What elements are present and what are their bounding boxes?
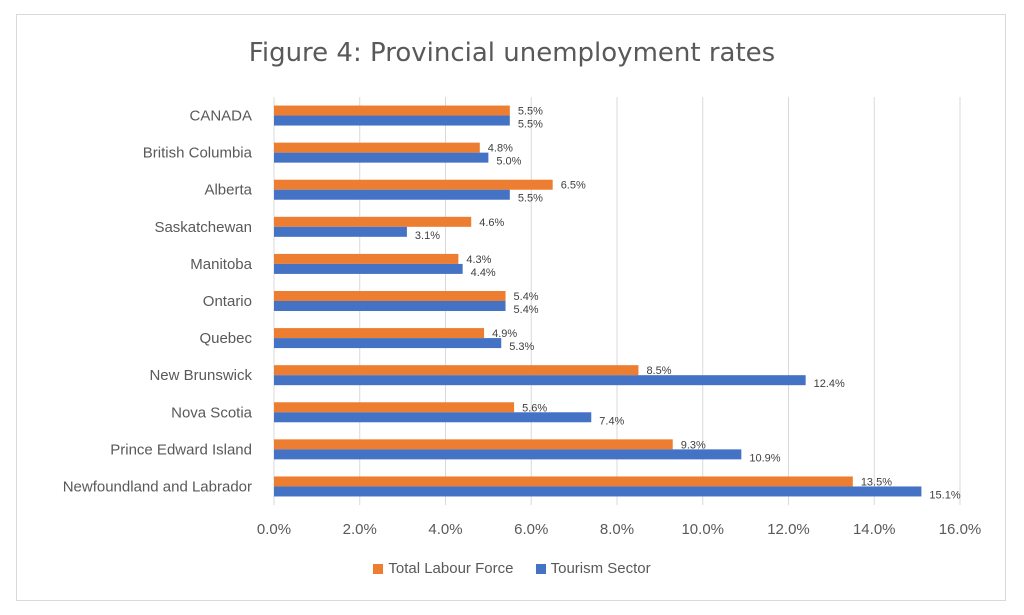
legend-swatch-tourism-sector	[535, 563, 546, 574]
category-label: Nova Scotia	[171, 404, 253, 421]
bar	[274, 263, 463, 274]
data-label: 4.8%	[488, 143, 513, 155]
category-label: Manitoba	[190, 256, 252, 273]
chart-title: Figure 4: Provincial unemployment rates	[248, 38, 776, 68]
bar	[274, 179, 553, 190]
category-label: Alberta	[204, 182, 252, 199]
bar	[274, 226, 407, 237]
data-label: 3.1%	[415, 230, 440, 242]
bar	[274, 486, 922, 497]
category-label: Ontario	[203, 293, 252, 310]
data-label: 4.9%	[492, 328, 517, 340]
bar	[274, 115, 510, 126]
x-tick-label: 16.0%	[939, 521, 982, 538]
x-tick-label: 6.0%	[514, 521, 548, 538]
bar	[274, 301, 506, 311]
bar	[274, 375, 806, 386]
bar	[274, 412, 592, 423]
data-label: 9.3%	[681, 439, 706, 451]
bar	[274, 365, 639, 376]
bar	[274, 105, 510, 116]
category-label: Newfoundland and Labrador	[63, 478, 252, 495]
data-label: 6.5%	[561, 180, 586, 192]
legend-item-total-labour-force: Total Labour Force	[373, 560, 513, 577]
data-label: 12.4%	[814, 378, 845, 390]
data-label: 10.9%	[749, 452, 780, 464]
data-label: 13.5%	[861, 476, 892, 488]
bar	[274, 142, 480, 153]
bar	[274, 328, 485, 339]
category-label: Prince Edward Island	[110, 441, 252, 458]
x-tick-label: 0.0%	[257, 521, 291, 538]
data-label: 4.6%	[479, 217, 504, 229]
legend-item-tourism-sector: Tourism Sector	[535, 560, 651, 577]
legend-label-tourism-sector: Tourism Sector	[550, 560, 651, 577]
bar	[274, 449, 742, 460]
legend-label-total-labour-force: Total Labour Force	[388, 560, 514, 577]
data-label: 4.4%	[471, 267, 496, 279]
category-label: New Brunswick	[149, 367, 252, 384]
data-label: 5.4%	[514, 304, 539, 316]
legend-swatch-total-labour-force	[373, 563, 384, 574]
data-label: 7.4%	[599, 415, 624, 427]
x-tick-label: 14.0%	[853, 521, 896, 538]
data-label: 5.5%	[518, 106, 543, 118]
legend: Total Labour Force Tourism Sector	[0, 560, 1024, 578]
category-label: British Columbia	[143, 145, 253, 162]
bar	[274, 402, 515, 413]
data-label: 5.5%	[518, 193, 543, 205]
bar	[274, 189, 510, 200]
bar	[274, 216, 472, 227]
x-tick-label: 2.0%	[343, 521, 377, 538]
data-label: 5.4%	[514, 291, 539, 303]
data-label: 4.3%	[466, 254, 491, 266]
x-tick-label: 4.0%	[428, 521, 462, 538]
data-label: 8.5%	[646, 365, 671, 377]
category-label: CANADA	[189, 108, 252, 125]
data-label: 5.5%	[518, 119, 543, 131]
bar	[274, 439, 673, 450]
chart-frame	[16, 14, 1006, 601]
x-tick-label: 10.0%	[681, 521, 724, 538]
bar	[274, 338, 502, 349]
data-label: 5.0%	[496, 156, 521, 168]
x-tick-label: 8.0%	[600, 521, 634, 538]
data-label: 15.1%	[929, 489, 960, 501]
bar	[274, 253, 459, 264]
category-label: Saskatchewan	[154, 219, 252, 236]
bar	[274, 291, 506, 301]
data-label: 5.3%	[509, 341, 534, 353]
bar	[274, 476, 853, 487]
bar	[274, 152, 489, 163]
x-tick-label: 12.0%	[767, 521, 810, 538]
data-label: 5.6%	[522, 402, 547, 414]
category-label: Quebec	[199, 330, 252, 347]
